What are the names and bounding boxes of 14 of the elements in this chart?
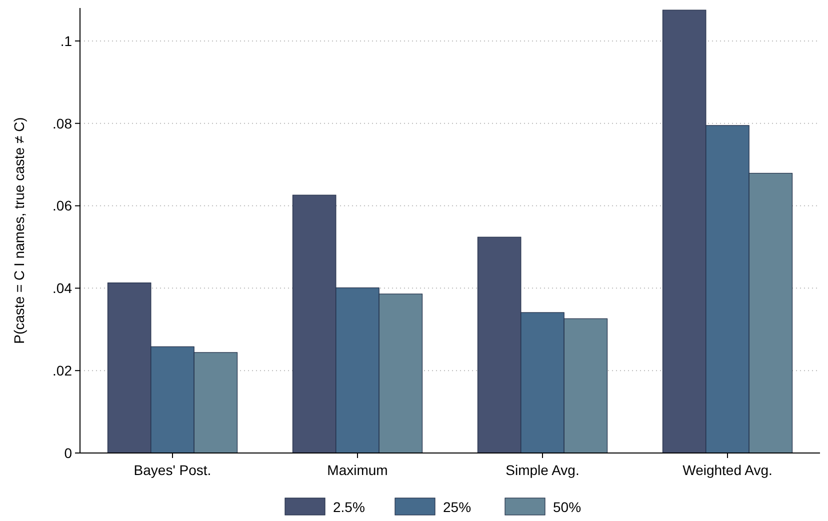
y-tick-label: .08 — [52, 115, 72, 132]
x-tick-label: Maximum — [327, 462, 388, 478]
y-axis-title: P(caste = C I names, true caste ≠ C) — [11, 117, 27, 344]
y-tick-label: .06 — [52, 198, 72, 214]
y-tick-label: .04 — [52, 280, 72, 296]
y-tick-label: 0 — [64, 444, 72, 461]
legend-label: 2.5% — [333, 498, 365, 515]
x-tick-label: Simple Avg. — [506, 462, 580, 478]
y-tick-label: .02 — [52, 362, 72, 378]
x-tick-label: Bayes' Post. — [134, 462, 212, 478]
legend-label: 50% — [553, 498, 582, 515]
x-tick-label: Weighted Avg. — [682, 462, 772, 478]
legend-label: 25% — [443, 498, 472, 515]
y-tick-label: .1 — [60, 32, 72, 49]
